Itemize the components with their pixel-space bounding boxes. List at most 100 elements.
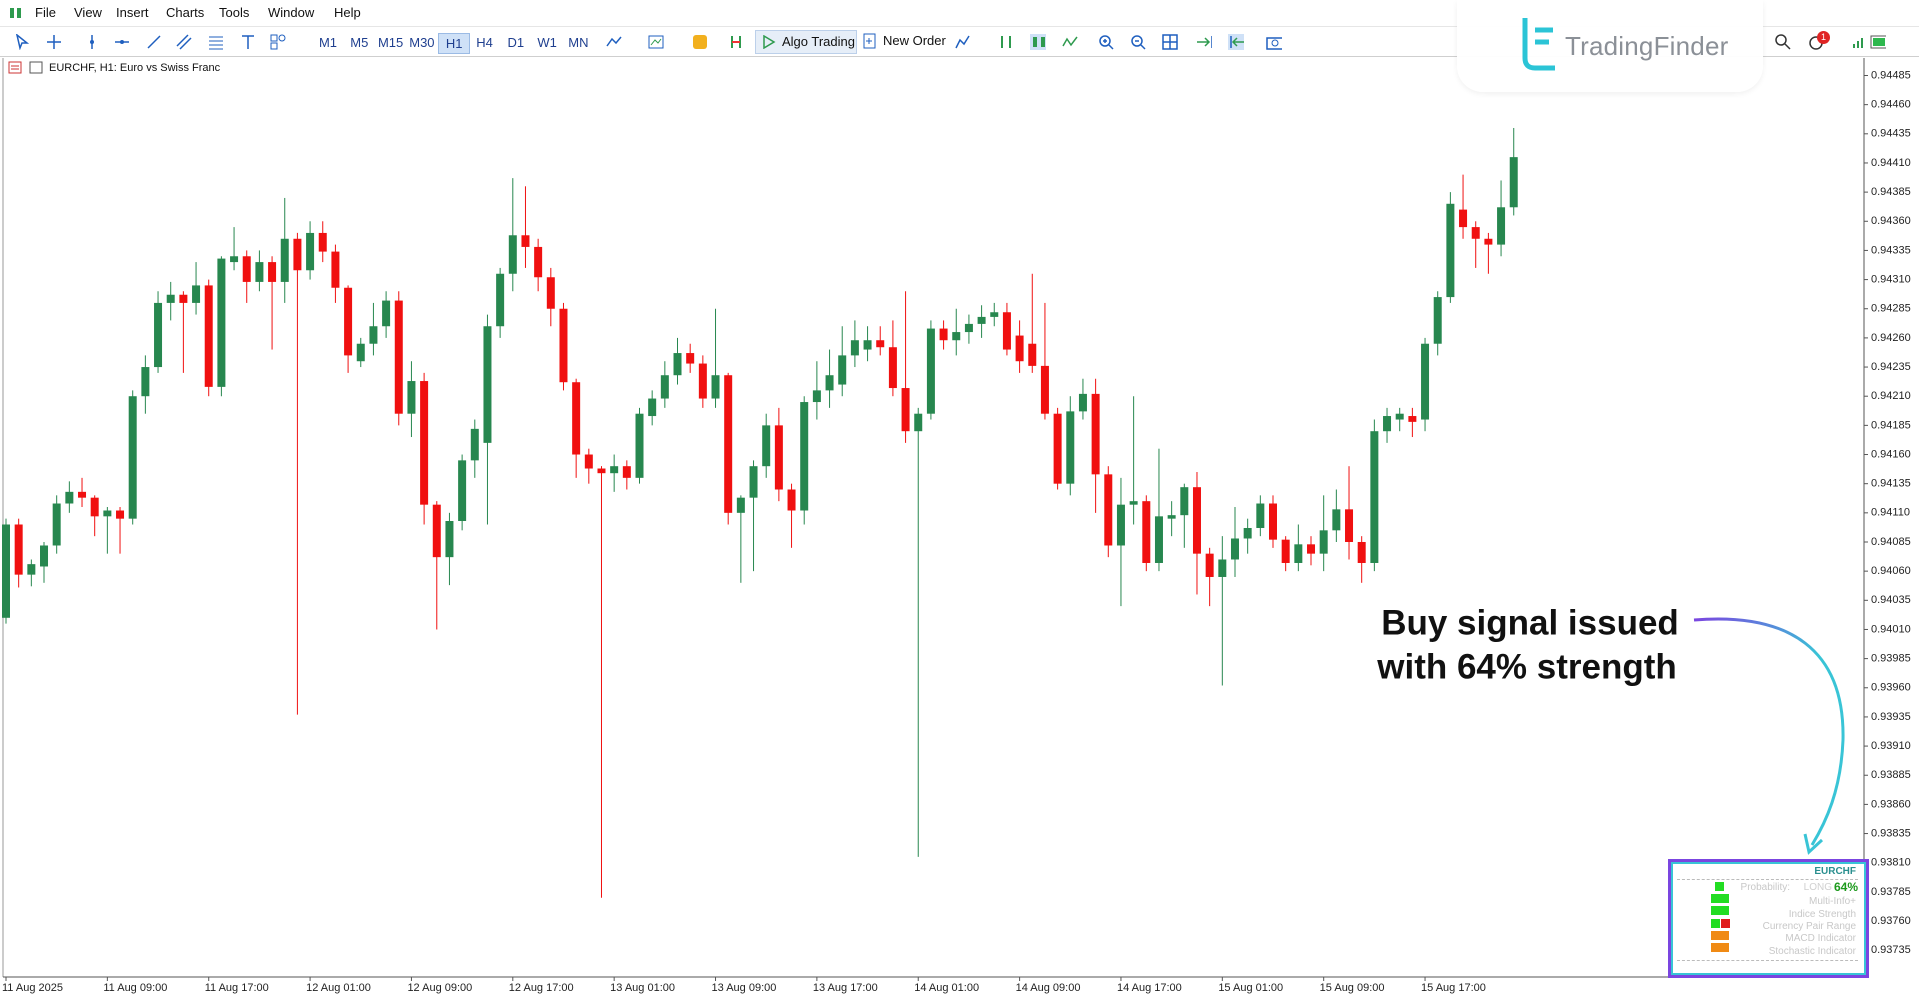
tile-button[interactable] [1162, 34, 1178, 50]
notifications[interactable]: 1 [1808, 31, 1832, 51]
trendline-tool[interactable] [146, 34, 162, 50]
line-chart-button[interactable] [1062, 34, 1078, 50]
candle-body [977, 316, 986, 324]
menu-item[interactable]: Tools [219, 5, 250, 20]
signal-icon [1853, 38, 1863, 48]
candle-body [280, 238, 289, 282]
candle-body [1307, 544, 1316, 554]
y-tick-label: 0.93985 [1871, 653, 1911, 665]
x-tick-label: 13 Aug 17:00 [813, 982, 878, 994]
candle-body [154, 302, 163, 368]
timeframe-button[interactable]: D1 [507, 35, 525, 50]
candle-body [926, 328, 935, 414]
candle-body [1484, 238, 1493, 245]
y-tick-label: 0.94435 [1871, 128, 1911, 140]
candle-body [27, 564, 36, 575]
candle-body [179, 294, 188, 303]
indicators-button[interactable] [606, 34, 622, 50]
market-button[interactable] [728, 34, 744, 50]
screenshot-button[interactable] [1266, 34, 1282, 50]
notification-badge: 1 [1817, 31, 1830, 44]
candle-body [774, 425, 783, 490]
status-square [1711, 943, 1729, 952]
search-button[interactable] [1775, 34, 1791, 50]
candle-body [1408, 416, 1417, 422]
candle-body [369, 326, 378, 344]
candle-chart-button[interactable] [1030, 34, 1046, 50]
timeframe-button[interactable]: MN [568, 35, 589, 50]
candle-body [458, 460, 467, 521]
candle-body [838, 355, 847, 385]
menu-item[interactable]: Help [334, 5, 361, 20]
fibo-tool[interactable] [208, 34, 224, 50]
timeframe-button[interactable]: M15 [377, 35, 404, 50]
candle-body [445, 520, 454, 558]
dashboard-row: Multi-Info+ [1809, 896, 1856, 907]
candle-body [1066, 411, 1075, 484]
menu-item[interactable]: Charts [166, 5, 205, 20]
candle-body [863, 340, 872, 350]
crosshair-tool[interactable] [46, 34, 62, 50]
candle-body [521, 235, 530, 247]
chart-shift-button[interactable] [1228, 34, 1244, 50]
text-tool[interactable] [240, 34, 256, 50]
candle-body [268, 262, 277, 282]
zoom-out-button[interactable] [1130, 34, 1146, 50]
x-tick-label: 12 Aug 01:00 [306, 982, 371, 994]
timeframe-button[interactable]: M30 [409, 35, 435, 50]
candle-body [1421, 343, 1430, 420]
new-order-button[interactable]: New Order [863, 30, 947, 52]
candle-body [52, 503, 61, 546]
dashboard-row: MACD Indicator [1785, 933, 1856, 944]
candle-body [116, 510, 125, 519]
hline-tool[interactable] [114, 34, 130, 50]
vline-tool[interactable] [84, 34, 100, 50]
y-tick-label: 0.94460 [1871, 99, 1911, 111]
algo-trading-button[interactable]: Algo Trading [755, 30, 857, 54]
candle-body [394, 300, 403, 414]
menu-item[interactable]: Insert [116, 5, 149, 20]
y-tick-label: 0.94160 [1871, 448, 1911, 460]
candle-body [293, 238, 302, 271]
candle-body [1104, 474, 1113, 546]
signals-button[interactable] [692, 34, 708, 50]
timeframe-button[interactable]: M1 [318, 35, 338, 50]
cursor-tool[interactable] [14, 34, 30, 50]
y-tick-label: 0.94260 [1871, 332, 1911, 344]
dashboard-row: Stochastic Indicator [1768, 946, 1856, 957]
candle-body [103, 510, 112, 517]
logo-panel: TradingFinder [1457, 0, 1763, 92]
candle-body [584, 454, 593, 469]
depth-button[interactable] [955, 34, 971, 50]
menu-item[interactable]: File [35, 5, 56, 20]
zoom-in-button[interactable] [1098, 34, 1114, 50]
candle-body [1002, 312, 1011, 350]
channel-tool[interactable] [176, 34, 192, 50]
timeframe-button[interactable]: H1 [438, 33, 471, 54]
candle-body [230, 256, 239, 263]
templates-button[interactable] [648, 34, 664, 50]
bar-chart-button[interactable] [998, 34, 1014, 50]
annotation: with 64% strength [1376, 647, 1676, 686]
timeframe-button[interactable]: W1 [537, 35, 557, 50]
timeframe-button[interactable]: H4 [476, 35, 493, 50]
x-tick-label: 14 Aug 09:00 [1016, 982, 1081, 994]
shapes-tool[interactable] [270, 34, 286, 50]
candle-body [1129, 501, 1138, 505]
y-tick-label: 0.94360 [1871, 215, 1911, 227]
candle-body [306, 232, 315, 271]
candle-body [698, 363, 707, 399]
y-tick-label: 0.94060 [1871, 565, 1911, 577]
candle-body [255, 262, 264, 282]
candle-body [1256, 503, 1265, 528]
candle-body [1269, 503, 1277, 540]
direction: LONG [1803, 882, 1832, 893]
autoscroll-button[interactable] [1196, 34, 1212, 50]
menu-item[interactable]: View [74, 5, 102, 20]
x-tick-label: 12 Aug 09:00 [407, 982, 472, 994]
candle-body [331, 251, 340, 288]
candle-body [1205, 553, 1214, 577]
timeframe-button[interactable]: M5 [350, 35, 369, 50]
menu-item[interactable]: Window [268, 5, 315, 20]
candle-body [1383, 416, 1392, 432]
